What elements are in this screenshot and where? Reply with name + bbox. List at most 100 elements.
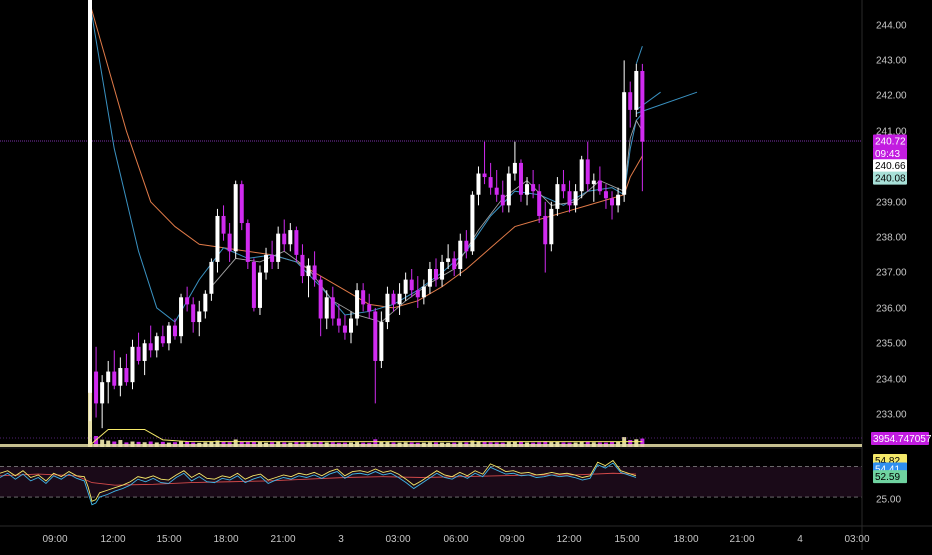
candle-body xyxy=(330,297,335,319)
candle-body xyxy=(452,258,457,270)
volume-tag: 3954.747057 xyxy=(873,434,932,445)
volume-bar xyxy=(373,439,378,447)
candle-body xyxy=(336,318,341,326)
price-tick-label: 235.00 xyxy=(876,339,907,350)
projection-line xyxy=(635,46,643,65)
candle-body xyxy=(203,293,208,312)
rsi-band-fill xyxy=(0,466,862,498)
time-tick-label: 03:00 xyxy=(844,534,869,545)
time-axis[interactable]: 09:00 12:00 15:00 18:00 21:00 3 03:00 06:00 09:0… xyxy=(42,534,869,545)
candle-body xyxy=(512,162,517,174)
rsi-panel xyxy=(0,466,862,498)
candle-body xyxy=(579,159,584,192)
price-tag: 240.08 xyxy=(875,174,906,185)
candle-body xyxy=(603,191,608,199)
candle-body xyxy=(300,254,305,277)
candle-body xyxy=(245,223,250,262)
price-tick-label: 243.00 xyxy=(876,56,907,67)
candle-body xyxy=(312,265,317,280)
candle-body xyxy=(634,70,639,110)
candle-body xyxy=(160,336,165,344)
candle-body xyxy=(112,371,117,386)
rsi-blue-line xyxy=(0,462,637,506)
candle-body xyxy=(470,194,475,252)
candle-body xyxy=(446,258,451,262)
candle-body xyxy=(427,269,432,287)
candle-body xyxy=(342,325,347,333)
volume-bar xyxy=(215,440,220,447)
rsi-tag: 52.59 xyxy=(875,472,900,483)
price-tick-label: 241.00 xyxy=(876,127,907,138)
time-tick-label: 4 xyxy=(797,534,803,545)
time-tick-label: 12:00 xyxy=(556,534,581,545)
candle-body xyxy=(531,184,536,192)
volume-bar xyxy=(118,440,123,447)
candle-body xyxy=(209,261,214,294)
candle-body xyxy=(361,290,366,305)
time-tick-label: 03:00 xyxy=(385,534,410,545)
time-tick-label: 15:00 xyxy=(156,534,181,545)
candle-body xyxy=(373,311,378,361)
candle-body xyxy=(440,261,445,280)
candle-body xyxy=(270,254,275,262)
candle-body xyxy=(597,180,602,192)
candle-body xyxy=(197,311,202,323)
candles xyxy=(88,0,645,429)
candle-body xyxy=(622,92,627,195)
candle-body xyxy=(640,70,645,142)
candle-body xyxy=(537,191,542,216)
candle-body xyxy=(172,325,177,337)
candle-body xyxy=(433,269,438,280)
candle-body xyxy=(142,343,147,361)
candle-body xyxy=(221,215,226,234)
projection-line xyxy=(636,91,661,111)
candle-body xyxy=(136,346,141,361)
candle-body xyxy=(306,265,311,277)
volume-bar xyxy=(628,440,633,447)
price-tag: 240.72 xyxy=(875,136,906,147)
volume-bar xyxy=(106,440,111,447)
candle-body xyxy=(421,286,426,298)
volume-tag-bg xyxy=(871,432,929,445)
candle-body xyxy=(391,293,396,305)
candle-body xyxy=(555,184,560,209)
candle-body xyxy=(464,240,469,252)
candle-body xyxy=(118,368,123,386)
price-tick-label: 239.00 xyxy=(876,198,907,209)
time-tick-label: 3 xyxy=(338,534,344,545)
volume-bar xyxy=(100,439,105,447)
time-tick-label: 18:00 xyxy=(673,534,698,545)
candle-body xyxy=(610,198,615,206)
candle-body xyxy=(282,233,287,245)
candle-body xyxy=(616,194,621,206)
candle-body xyxy=(518,162,523,195)
time-tick-label: 12:00 xyxy=(100,534,125,545)
candle-body xyxy=(264,254,269,273)
candle-body xyxy=(94,371,99,404)
volume-average-line xyxy=(89,428,643,446)
rsi-tag: 54.82 xyxy=(875,456,900,467)
price-tag: 240.66 xyxy=(875,161,906,172)
candle-body xyxy=(257,272,262,308)
candle-body xyxy=(106,371,111,383)
rsi-tag-bg xyxy=(873,470,907,484)
price-tag-bg xyxy=(873,134,907,148)
rsi-tick-label: 25.00 xyxy=(876,494,901,505)
candle-body xyxy=(88,0,92,393)
price-tick-label: 233.00 xyxy=(876,410,907,421)
time-tick-label: 09:00 xyxy=(42,534,67,545)
time-tick-label: 06:00 xyxy=(443,534,468,545)
time-tick-label: 09:00 xyxy=(499,534,524,545)
candle-body xyxy=(409,279,414,291)
price-tag-bg xyxy=(873,159,907,173)
candle-body xyxy=(124,368,129,383)
candle-body xyxy=(324,297,329,319)
candle-body xyxy=(130,346,135,383)
price-tick-label: 236.00 xyxy=(876,304,907,315)
candle-body xyxy=(185,297,190,305)
candle-body xyxy=(567,191,572,206)
candle-body xyxy=(367,304,372,312)
price-tick-label: 237.00 xyxy=(876,268,907,279)
